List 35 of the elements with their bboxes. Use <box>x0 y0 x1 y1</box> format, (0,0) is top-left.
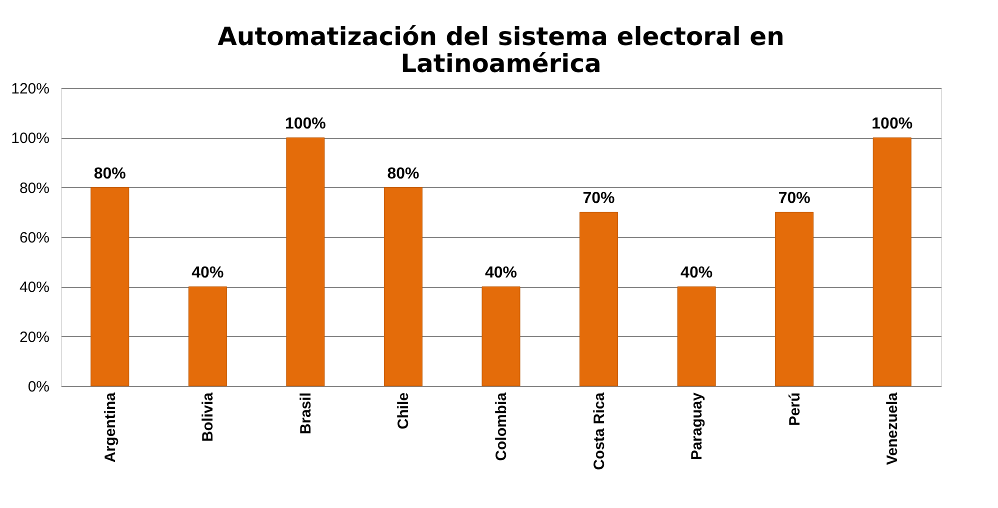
bar <box>580 212 618 386</box>
y-tick-label: 40% <box>19 279 50 296</box>
y-tick-label: 80% <box>19 180 50 197</box>
data-label: 100% <box>284 116 326 133</box>
x-tick-label: Colombia <box>493 392 510 461</box>
data-label: 100% <box>872 116 913 133</box>
y-tick-label: 100% <box>11 130 50 148</box>
bar <box>286 137 325 386</box>
y-tick-label: 60% <box>19 230 50 246</box>
x-tick-label: Argentina <box>102 392 119 463</box>
bar <box>775 212 814 386</box>
x-tick-label: Perú <box>786 392 804 426</box>
x-tick-label: Paraguay <box>688 392 706 460</box>
x-tick-label: Brasil <box>297 392 314 434</box>
y-tick-label: 0% <box>28 378 50 396</box>
x-tick-label: Chile <box>395 392 412 430</box>
x-tick-label: Bolivia <box>200 392 217 442</box>
bar <box>90 187 130 386</box>
bar <box>677 286 716 386</box>
data-label: 80% <box>94 165 126 182</box>
x-tick-label: Costa Rica <box>590 392 608 470</box>
y-tick-label: 120% <box>11 80 50 98</box>
x-tick-label: Venezuela <box>884 392 902 466</box>
bar <box>872 137 912 386</box>
bar <box>384 187 422 386</box>
data-label: 80% <box>387 165 420 182</box>
y-tick-label: 20% <box>19 328 50 346</box>
bar <box>482 286 520 386</box>
data-label: 40% <box>484 264 518 282</box>
data-label: 40% <box>192 264 224 282</box>
data-label: 70% <box>778 190 810 208</box>
bar <box>188 286 227 386</box>
data-label: 70% <box>582 190 615 208</box>
data-label: 40% <box>680 264 713 282</box>
chart-title: Automatización del sistema electoral en Latinoamérica <box>218 22 784 78</box>
